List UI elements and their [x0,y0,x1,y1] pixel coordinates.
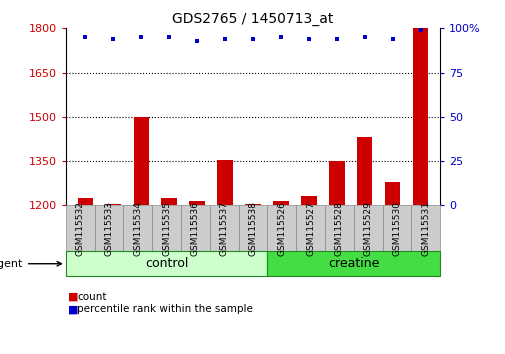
Bar [217,160,232,205]
Text: percentile rank within the sample: percentile rank within the sample [77,304,252,314]
Point [332,36,340,42]
Text: GSM115534: GSM115534 [133,201,142,256]
Title: GDS2765 / 1450713_at: GDS2765 / 1450713_at [172,12,333,26]
Text: GSM115528: GSM115528 [334,201,343,256]
Text: GSM115538: GSM115538 [248,201,257,256]
Text: ■: ■ [68,292,79,302]
Point [165,34,173,40]
Bar [161,198,177,205]
Bar [328,161,344,205]
Point [416,27,424,33]
Point [137,34,145,40]
Bar [357,137,372,205]
Text: GSM115530: GSM115530 [392,201,401,256]
Bar [189,201,205,205]
Text: GSM115536: GSM115536 [190,201,199,256]
Bar [384,182,399,205]
Text: creatine: creatine [327,257,379,270]
Text: GSM115529: GSM115529 [363,201,372,256]
Point [221,36,229,42]
Text: GSM115526: GSM115526 [277,201,286,256]
Text: GSM115535: GSM115535 [162,201,171,256]
Point [304,36,312,42]
Text: ■: ■ [68,304,79,314]
Bar [412,28,428,205]
Bar [300,196,316,205]
Point [248,36,257,42]
Bar [273,201,288,205]
Point [109,36,117,42]
Text: GSM115532: GSM115532 [76,201,84,256]
Bar [77,198,93,205]
Point [360,34,368,40]
Bar [245,204,260,205]
Point [81,34,89,40]
Text: control: control [144,257,188,270]
Point [388,36,396,42]
Bar [106,204,121,205]
Point [276,34,284,40]
Text: agent: agent [0,259,23,269]
Text: GSM115527: GSM115527 [306,201,315,256]
Bar [133,117,148,205]
Text: GSM115537: GSM115537 [219,201,228,256]
Text: GSM115533: GSM115533 [104,201,113,256]
Text: count: count [77,292,106,302]
Point [193,38,201,44]
Text: GSM115531: GSM115531 [421,201,429,256]
